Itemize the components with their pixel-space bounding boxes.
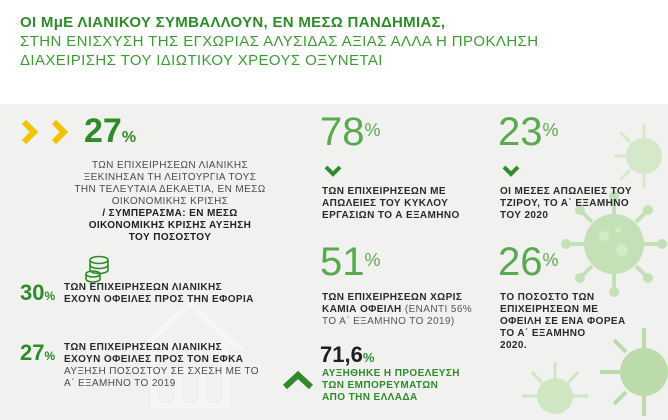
chevron-up-icon xyxy=(282,370,314,390)
stat-30-value: 30% xyxy=(20,280,56,305)
virus-icon xyxy=(561,191,667,297)
stat-27b-description: ΤΩΝ ΕΠΙΧΕΙΡΗΣΕΩΝ ΛΙΑΝΙΚΗΣ ΕΧΟΥΝ ΟΦΕΙΛΕΣ … xyxy=(64,342,244,365)
house-outline-icon xyxy=(137,299,243,409)
stat-30-description: ΤΩΝ ΕΠΙΧΕΙΡΗΣΕΩΝ ΛΙΑΝΙΚΗΣ ΕΧΟΥΝ ΟΦΕΙΛΕΣ … xyxy=(64,282,254,305)
stat-23-value: 23% xyxy=(498,110,559,154)
stat-71-description: ΑΥΞΗΘΗΚΕ Η ΠΡΟΕΛΕΥΣΗ ΤΩΝ ΕΜΠΟΡΕΥΜΑΤΩΝ ΑΠ… xyxy=(322,368,460,403)
chevron-down-icon xyxy=(502,165,520,177)
virus-icon xyxy=(614,124,662,188)
headline-line-2: ΣΤΗΝ ΕΝΙΣΧΥΣΗ ΤΗΣ ΕΓΧΩΡΙΑΣ ΑΛΥΣΙΔΑΣ ΑΞΙΑ… xyxy=(20,33,539,50)
double-chevron-right-icon xyxy=(51,120,69,144)
content-background xyxy=(0,104,668,420)
stat-26-value: 26% xyxy=(498,240,559,284)
stat-51-value: 51% xyxy=(320,240,381,284)
stat-78-value: 78% xyxy=(320,110,381,154)
headline-line-1: ΟΙ ΜμΕ ΛΙΑΝΙΚΟΥ ΣΥΜΒΑΛΛΟΥΝ, ΕΝ ΜΕΣΩ ΠΑΝΔ… xyxy=(20,14,446,31)
stat-27b-note: ΑΥΞΗΣΗ ΠΟΣΟΣΤΟΥ ΣΕ ΣΧΕΣΗ ΜΕ ΤΟ Α΄ ΕΞΑΜΗΝ… xyxy=(64,366,259,389)
stat-23-description: ΟΙ ΜΕΣΕΣ ΑΠΩΛΕΙΕΣ ΤΟΥ ΤΖΙΡΟΥ, ΤΟ Α΄ ΕΞΑΜ… xyxy=(500,186,632,221)
stat-27-description: ΤΩΝ ΕΠΙΧΕΙΡΗΣΕΩΝ ΛΙΑΝΙΚΗΣ ΞΕΚΙΝΗΣΑΝ ΤΗ Λ… xyxy=(74,160,266,207)
divider xyxy=(0,96,668,104)
coins-icon xyxy=(85,255,109,283)
stat-27-value: 27% xyxy=(84,112,137,150)
stat-78-description: ΤΩΝ ΕΠΙΧΕΙΡΗΣΕΩΝ ΜΕ ΑΠΩΛΕΙΕΣ ΤΟΥ ΚΥΚΛΟΥ … xyxy=(322,186,460,221)
chevron-down-icon xyxy=(324,165,342,177)
virus-icon xyxy=(600,328,668,416)
double-chevron-right-icon xyxy=(21,120,39,144)
headline-line-3: ΔΙΑΧΕΙΡΙΣΗΣ ΤΟΥ ΙΔΙΩΤΙΚΟΥ ΧΡΕΟΥΣ ΟΞΥΝΕΤΑ… xyxy=(20,52,383,69)
stat-27b-value: 27% xyxy=(20,340,56,365)
stat-26-description: ΤΟ ΠΟΣΟΣΤΟ ΤΩΝ ΕΠΙΧΕΙΡΗΣΕΩΝ ΜΕ ΟΦΕΙΛΗ ΣΕ… xyxy=(500,292,626,351)
stat-27-conclusion: / ΣΥΜΠΕΡΑΣΜΑ: ΕΝ ΜΕΣΩ ΟΙΚΟΝΟΜΙΚΗΣ ΚΡΙΣΗΣ… xyxy=(88,208,252,243)
stat-51-description: ΤΩΝ ΕΠΙΧΕΙΡΗΣΕΩΝ ΧΩΡΙΣ ΚΑΜΙΑ ΟΦΕΙΛΗ (ΕΝΑ… xyxy=(322,292,473,327)
stat-71-value: 71,6% xyxy=(320,342,375,367)
virus-icon xyxy=(522,362,588,414)
